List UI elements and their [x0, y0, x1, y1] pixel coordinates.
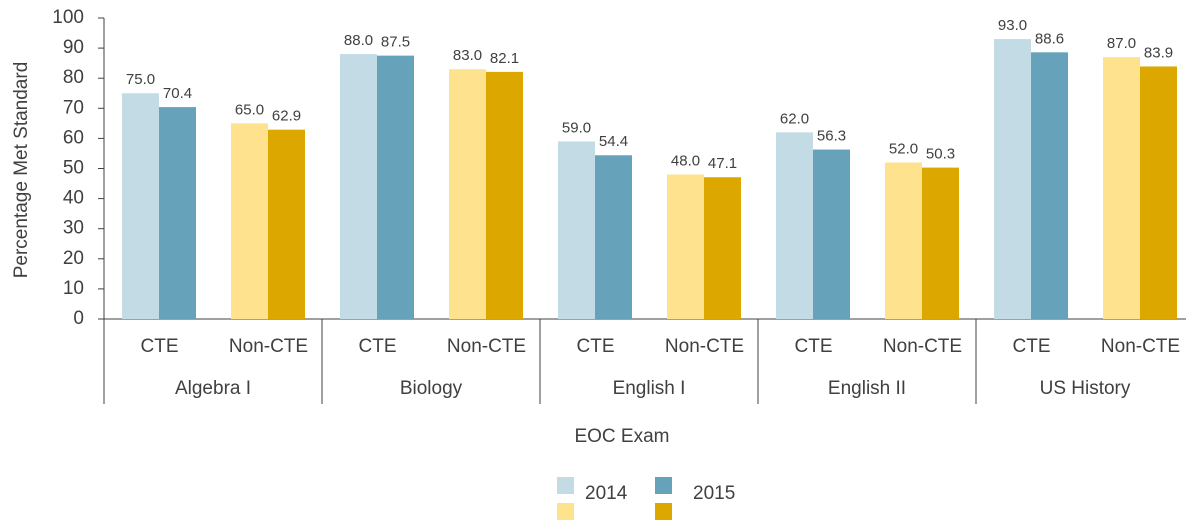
- group-label: English I: [613, 378, 686, 399]
- x-tick-label: CTE: [577, 336, 615, 357]
- bar: [449, 69, 486, 319]
- bar: [813, 149, 850, 319]
- bar: [558, 141, 595, 319]
- x-tick-label: CTE: [1013, 336, 1051, 357]
- bar: [1103, 57, 1140, 319]
- y-tick-label: 0: [73, 308, 84, 329]
- bar: [268, 129, 305, 319]
- bar: [377, 55, 414, 319]
- x-tick-label: Non-CTE: [883, 336, 962, 357]
- y-tick-label: 40: [63, 188, 84, 209]
- legend-swatch: [557, 477, 574, 494]
- bar: [704, 177, 741, 319]
- value-label: 62.0: [780, 110, 809, 127]
- value-label: 75.0: [126, 71, 155, 88]
- bar: [922, 167, 959, 319]
- value-label: 87.5: [381, 34, 410, 51]
- x-tick-label: Non-CTE: [229, 336, 308, 357]
- x-tick-label: CTE: [795, 336, 833, 357]
- value-label: 48.0: [671, 152, 700, 169]
- y-axis-title: Percentage Met Standard: [11, 62, 32, 279]
- bar: [994, 39, 1031, 319]
- value-label: 65.0: [235, 101, 264, 118]
- bar: [340, 54, 377, 320]
- bar: [231, 123, 268, 319]
- y-tick-label: 70: [63, 97, 84, 118]
- x-tick-label: CTE: [141, 336, 179, 357]
- bar: [595, 155, 632, 319]
- x-axis-title: EOC Exam: [574, 426, 669, 447]
- y-tick-label: 90: [63, 37, 84, 58]
- bar: [1031, 52, 1068, 320]
- y-tick-label: 10: [63, 278, 84, 299]
- value-label: 54.4: [599, 133, 628, 150]
- bar: [159, 107, 196, 319]
- value-label: 82.1: [490, 50, 519, 67]
- value-label: 87.0: [1107, 35, 1136, 52]
- value-label: 52.0: [889, 140, 918, 157]
- value-label: 50.3: [926, 146, 955, 163]
- y-tick-label: 60: [63, 127, 84, 148]
- value-label: 47.1: [708, 155, 737, 172]
- value-label: 62.9: [272, 108, 301, 125]
- legend-swatch: [557, 503, 574, 520]
- legend-swatch: [655, 503, 672, 520]
- value-label: 83.9: [1144, 44, 1173, 61]
- bar: [486, 71, 523, 319]
- x-tick-label: Non-CTE: [1101, 336, 1180, 357]
- bar: [122, 93, 159, 319]
- group-label: Biology: [400, 378, 463, 399]
- x-tick-label: CTE: [359, 336, 397, 357]
- value-label: 59.0: [562, 119, 591, 136]
- value-label: 83.0: [453, 47, 482, 64]
- y-tick-label: 30: [63, 218, 84, 239]
- group-label: Algebra I: [175, 378, 251, 399]
- value-label: 70.4: [163, 85, 192, 102]
- value-label: 88.6: [1035, 30, 1064, 47]
- bar: [1140, 66, 1177, 319]
- bar: [776, 132, 813, 319]
- y-tick-label: 50: [63, 158, 84, 179]
- x-tick-label: Non-CTE: [447, 336, 526, 357]
- value-label: 56.3: [817, 128, 846, 145]
- bar: [667, 174, 704, 319]
- value-label: 88.0: [344, 32, 373, 49]
- group-label: US History: [1040, 378, 1131, 399]
- legend-label: 2015: [693, 483, 735, 504]
- legend-label: 2014: [585, 483, 628, 504]
- x-tick-label: Non-CTE: [665, 336, 744, 357]
- group-label: English II: [828, 378, 906, 399]
- y-tick-label: 20: [63, 248, 84, 269]
- bar: [885, 162, 922, 319]
- value-label: 93.0: [998, 17, 1027, 34]
- y-tick-label: 100: [52, 7, 84, 28]
- legend-swatch: [655, 477, 672, 494]
- y-tick-label: 80: [63, 67, 84, 88]
